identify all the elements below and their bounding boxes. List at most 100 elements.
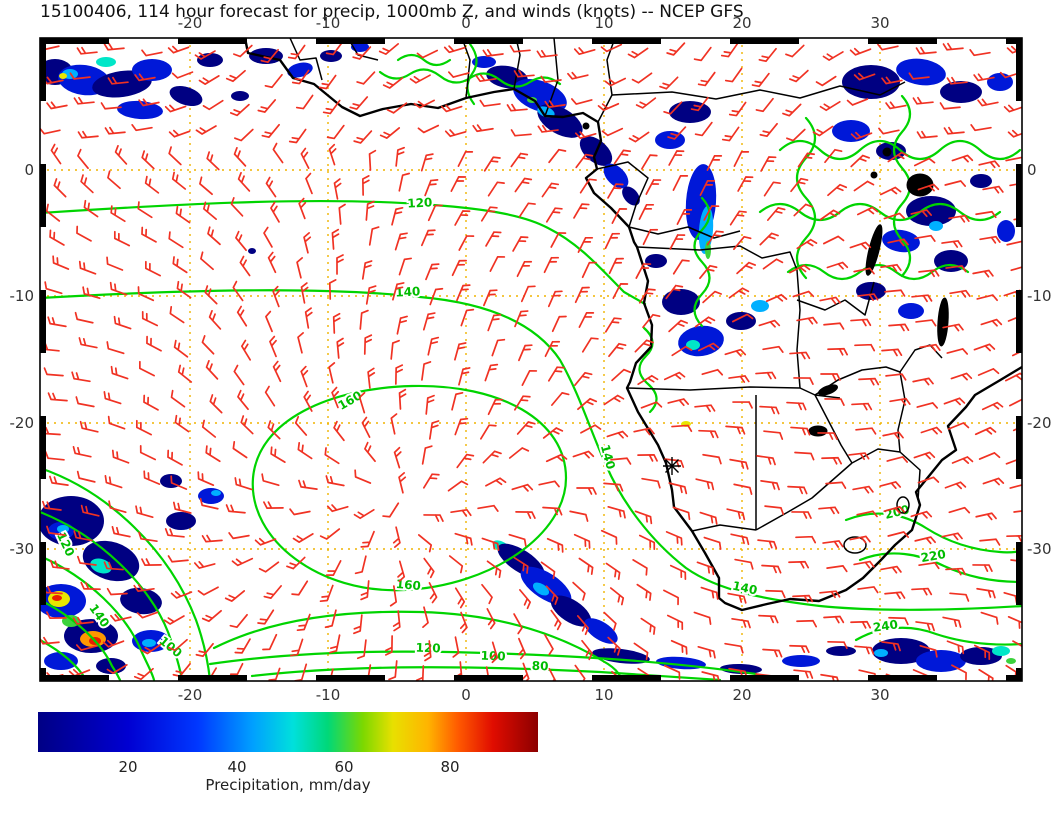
wind-barb — [645, 179, 662, 195]
wind-barb — [332, 312, 341, 334]
wind-barb — [920, 426, 943, 435]
wind-barb — [949, 289, 971, 298]
lake-malawi — [937, 297, 949, 347]
wind-barb — [852, 485, 874, 494]
wind-barb — [326, 504, 349, 513]
wind-barb — [229, 103, 250, 117]
wind-barb — [428, 420, 440, 440]
wind-barb — [78, 260, 97, 275]
wind-barb — [919, 343, 941, 352]
wind-barb — [106, 664, 128, 674]
wind-barb — [319, 528, 341, 540]
wind-barb — [550, 232, 567, 248]
wind-barb — [572, 581, 586, 601]
wind-barb — [672, 175, 689, 191]
coastline-layer — [243, 38, 1022, 612]
wind-barb — [881, 76, 903, 85]
wind-barb — [417, 124, 440, 134]
wind-barb — [258, 561, 280, 573]
precip-region — [705, 241, 711, 259]
wind-barb — [606, 430, 629, 439]
wind-barb — [102, 639, 125, 648]
precip-region — [532, 582, 550, 596]
colorbar-tick: 60 — [334, 758, 354, 776]
wind-barb — [943, 126, 965, 135]
wind-barb — [145, 260, 161, 277]
precip-region — [169, 85, 203, 107]
wind-barb — [765, 293, 788, 303]
wind-barb — [193, 561, 216, 569]
wind-barb — [141, 310, 159, 327]
wind-barb — [758, 47, 777, 63]
wind-barb — [423, 640, 432, 662]
wind-barb — [296, 613, 311, 632]
wind-barb — [790, 426, 811, 436]
wind-barb — [884, 289, 906, 297]
wind-barb — [888, 323, 910, 332]
wind-barb — [642, 313, 661, 329]
wind-barb — [734, 558, 754, 570]
wind-barb — [603, 482, 624, 492]
wind-barb — [887, 531, 910, 538]
wind-barb — [481, 537, 500, 552]
wind-barb — [173, 339, 189, 358]
contour-label: 160 — [395, 577, 421, 593]
wind-barb — [787, 485, 808, 495]
wind-barb — [509, 45, 531, 53]
wind-barb — [975, 512, 997, 521]
wind-barb — [229, 613, 248, 629]
wind-barb — [206, 151, 220, 171]
wind-barb — [76, 555, 97, 566]
wind-barb — [458, 235, 475, 251]
wind-barb — [603, 611, 617, 631]
wind-barb — [53, 178, 67, 198]
wind-barb — [823, 322, 845, 330]
wind-barb — [854, 343, 876, 352]
wind-barb — [627, 47, 649, 59]
wind-barb — [328, 143, 337, 166]
precip-region — [686, 340, 700, 350]
wind-barb — [331, 228, 340, 250]
wind-barb — [103, 561, 124, 571]
wind-barb — [516, 260, 533, 278]
wind-barb — [949, 592, 970, 602]
wind-barb — [421, 445, 433, 465]
wind-barb — [849, 47, 872, 56]
wind-barb — [880, 263, 902, 272]
y-tick-left: 0 — [24, 161, 34, 179]
wind-barb — [354, 469, 372, 484]
precip-region — [132, 59, 172, 81]
wind-barb — [572, 450, 595, 459]
chart-title: 15100406, 114 hour forecast for precip, … — [40, 2, 744, 22]
lake-tanganyika — [865, 224, 883, 276]
wind-barb — [454, 342, 467, 361]
wind-barb — [699, 511, 718, 525]
wind-barb — [546, 537, 564, 553]
wind-barb — [133, 667, 154, 681]
wind-barb — [948, 214, 970, 223]
wind-barb — [792, 290, 815, 298]
wind-barb — [140, 643, 162, 655]
wind-barb — [392, 282, 405, 301]
precip-region — [832, 120, 870, 142]
wind-barb — [574, 664, 586, 681]
wind-barb — [75, 396, 95, 408]
wind-barb — [263, 226, 273, 248]
wind-barb — [789, 351, 811, 360]
wind-barb — [233, 44, 253, 58]
precip-region — [90, 558, 112, 574]
wind-barb — [78, 337, 98, 349]
wind-barb — [672, 259, 690, 275]
wind-barb — [888, 616, 909, 626]
wind-barb — [100, 102, 122, 110]
wind-barb — [612, 283, 629, 299]
wind-barb — [144, 175, 160, 194]
wind-barb — [850, 318, 872, 327]
wind-barb — [797, 152, 815, 168]
wind-barb — [763, 181, 781, 197]
wind-barb — [822, 235, 845, 245]
wind-barb — [262, 633, 278, 651]
wind-barb — [77, 130, 99, 139]
x-tick-top: 20 — [732, 14, 752, 32]
wind-barb — [665, 531, 683, 546]
